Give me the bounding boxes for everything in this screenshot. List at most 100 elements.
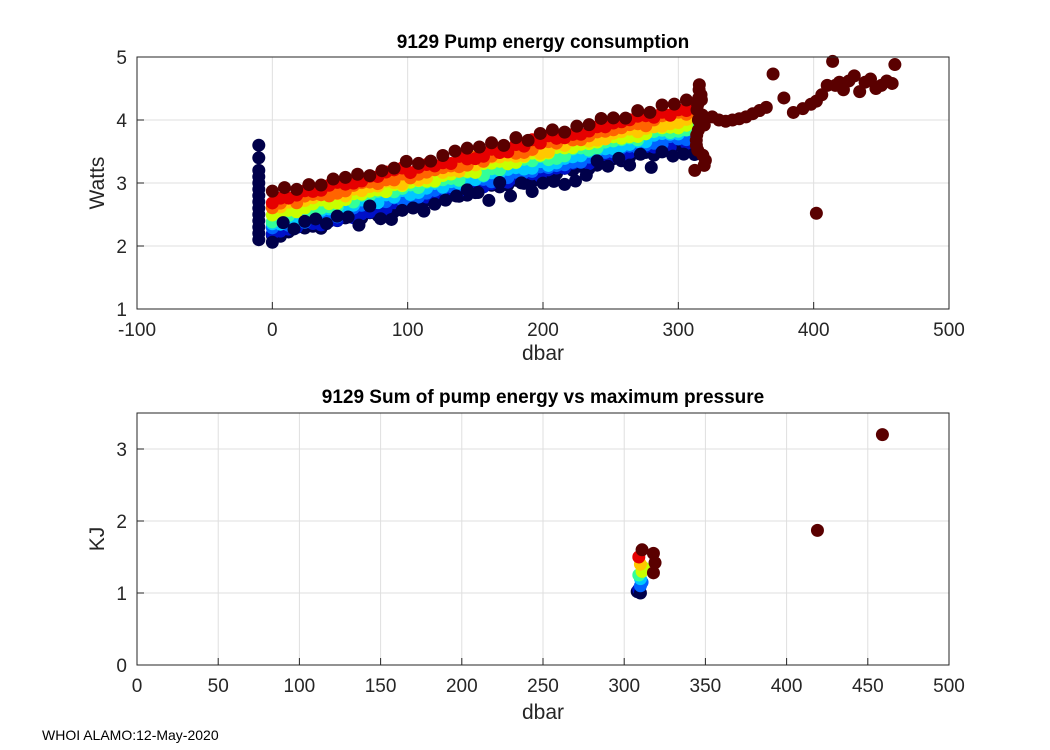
profile-point (302, 178, 316, 192)
profile-point (472, 140, 486, 154)
profile-point (623, 158, 637, 172)
profile-point (485, 136, 499, 150)
energy-sum-ytick-label: 3 (116, 440, 127, 461)
late-profiles-deep-point (888, 58, 902, 72)
energy-consumption-ytick-label: 3 (116, 174, 127, 195)
profile-point (351, 167, 365, 181)
energy-sum-xtick-label: 400 (771, 676, 803, 697)
profile-point (525, 185, 539, 199)
energy-sum-xtick-label: 100 (284, 676, 316, 697)
profile-point (677, 147, 691, 161)
profile-point (509, 131, 523, 145)
profile-point (436, 149, 450, 163)
late-point (875, 428, 889, 442)
surface-cluster-point (252, 151, 266, 165)
profile-point (545, 123, 559, 137)
energy-sum-xtick-label: 500 (933, 676, 965, 697)
profile-point (298, 214, 312, 228)
profile-point (590, 154, 604, 168)
profile-point (395, 203, 409, 217)
profile-point (547, 174, 561, 188)
late-profiles-deep-point (885, 76, 899, 90)
profile-point (449, 189, 463, 203)
profile-point (582, 118, 596, 132)
profile-point (448, 144, 462, 158)
profile-point (493, 176, 507, 190)
energy-sum-xtick-label: 450 (852, 676, 884, 697)
profile-point (679, 93, 693, 107)
profile-point (594, 111, 608, 125)
profile-point (330, 209, 344, 223)
energy-consumption-points (252, 54, 902, 249)
profile-point (471, 186, 485, 200)
energy-consumption-ticks: -100 0 100 200 300 400 500 1 2 3 4 5 (116, 48, 964, 341)
profile-point (570, 119, 584, 133)
profile-point (568, 174, 582, 188)
footer-stamp: WHOI ALAMO:12-May-2020 (42, 727, 219, 743)
late-profiles-deep-point (777, 91, 791, 105)
profile-point (319, 217, 333, 231)
energy-sum-axes: 0 50 100 150 200 250 300 350 400 450 500 0 1 2 3 9129 … (86, 387, 965, 724)
profile-point (314, 178, 328, 192)
profile-point (363, 199, 377, 213)
energy-sum-xtick-label: 200 (446, 676, 478, 697)
energy-consumption-ytick-label: 5 (116, 48, 127, 69)
profile-point (497, 138, 511, 152)
profile-point (265, 184, 279, 198)
energy-sum-ytick-label: 0 (116, 656, 127, 677)
energy-sum-title: 9129 Sum of pump energy vs maximum press… (322, 387, 764, 408)
energy-consumption-xtick-label: 400 (798, 320, 830, 341)
outlier-point (809, 206, 823, 220)
profile-point (341, 210, 355, 224)
energy-consumption-axes: -100 0 100 200 300 400 500 1 2 3 4 5 9129 Pump ener… (86, 32, 965, 365)
profile-point (428, 197, 442, 211)
profile-point (399, 154, 413, 168)
late-point (810, 523, 824, 537)
profile-point (384, 212, 398, 226)
energy-consumption-xtick-label: 300 (662, 320, 694, 341)
profile-point (417, 204, 431, 218)
profile-point (601, 159, 615, 173)
late-profiles-deep-point (759, 100, 773, 114)
energy-sum-ytick-label: 2 (116, 512, 127, 533)
energy-consumption-xtick-label: -100 (118, 320, 156, 341)
profile-point (558, 125, 572, 139)
profile-point (619, 111, 633, 125)
profile-point (504, 189, 518, 203)
energy-sum-xtick-label: 300 (608, 676, 640, 697)
profile-point (460, 183, 474, 197)
profile-point (290, 182, 304, 196)
energy-consumption-xtick-label: 0 (267, 320, 278, 341)
profile-point (424, 154, 438, 168)
profile-point (536, 176, 550, 190)
profile-point (533, 126, 547, 140)
late-profiles-deep-point (853, 85, 867, 99)
profile-point (541, 145, 555, 159)
energy-sum-xtick-label: 350 (690, 676, 722, 697)
profile-point (276, 216, 290, 230)
profile-point (558, 177, 572, 191)
late-profiles-deep-point (847, 69, 861, 83)
profile-point (482, 193, 496, 207)
profile-point (278, 181, 292, 195)
energy-consumption-xlabel: dbar (522, 342, 564, 365)
profile-point (666, 149, 680, 163)
energy-sum-ticks: 0 50 100 150 200 250 300 350 400 450 500 0 1 2 3 (116, 440, 964, 697)
energy-sum-xlabel: dbar (522, 701, 564, 724)
late-profiles-deep-point (826, 54, 840, 68)
energy-sum-ytick-label: 1 (116, 584, 127, 605)
energy-consumption-ytick-label: 2 (116, 237, 127, 258)
profiles-point (635, 543, 649, 557)
profile-point (633, 147, 647, 161)
energy-consumption-xtick-label: 200 (527, 320, 559, 341)
profiles-point (646, 546, 660, 560)
profiles-point (646, 566, 660, 580)
energy-consumption-title: 9129 Pump energy consumption (397, 32, 689, 53)
energy-consumption-xtick-label: 500 (933, 320, 965, 341)
profile-point (579, 168, 593, 182)
energy-consumption-ylabel: Watts (86, 157, 109, 210)
energy-consumption-ytick-label: 4 (116, 111, 127, 132)
energy-sum-xtick-label: 150 (365, 676, 397, 697)
profile-point (655, 145, 669, 159)
